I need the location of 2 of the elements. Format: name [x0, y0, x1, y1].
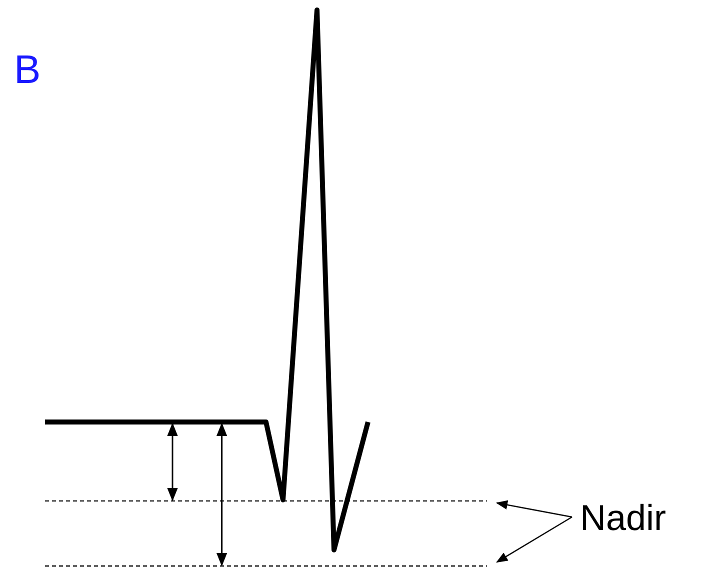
- text: B: [14, 48, 41, 92]
- text: Nadir: [580, 497, 666, 538]
